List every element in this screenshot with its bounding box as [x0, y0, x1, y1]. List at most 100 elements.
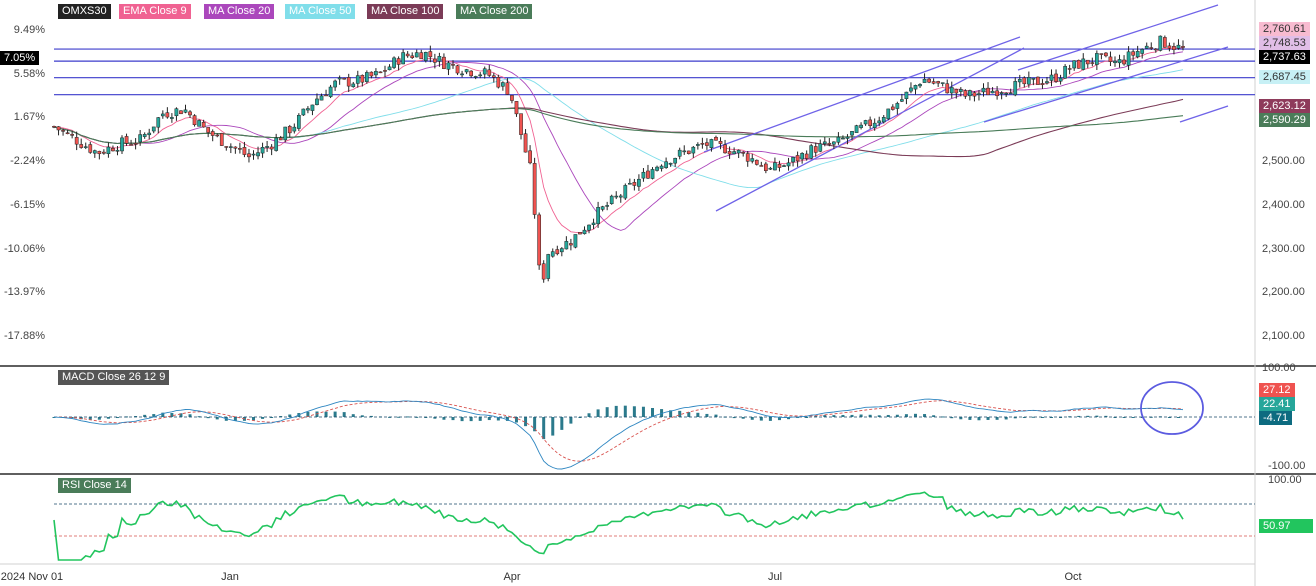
macd-histogram-bar: [714, 414, 718, 417]
right-tick-label: 2,100.00: [1262, 330, 1305, 342]
macd-histogram-bar: [351, 414, 355, 417]
macd-histogram-bar: [533, 417, 537, 432]
candle-body: [1036, 76, 1040, 85]
candle-body: [124, 136, 129, 144]
candle-body: [1149, 47, 1154, 49]
macd-histogram-bar: [632, 406, 636, 417]
candle-body: [723, 144, 727, 154]
candle-body: [877, 120, 882, 124]
candle-body: [745, 153, 750, 162]
candle-body: [301, 108, 306, 116]
macd-histogram-bar: [406, 416, 410, 418]
price-label-ema9: 2,760.61: [1259, 22, 1310, 36]
macd-histogram-bar: [360, 415, 364, 417]
candle-body: [927, 78, 931, 83]
candle-body: [147, 132, 152, 136]
candle-body: [355, 75, 360, 84]
legend-ma100[interactable]: MA Close 100: [367, 4, 444, 19]
channel-line: [1179, 105, 1229, 123]
legend-ma50[interactable]: MA Close 50: [285, 4, 356, 19]
rsi-title[interactable]: RSI Close 14: [58, 478, 131, 493]
candle-body: [1054, 73, 1058, 82]
macd-histogram-bar: [651, 408, 655, 417]
macd-histogram-bar: [487, 417, 491, 421]
candle-body: [795, 155, 800, 162]
candle-body: [981, 87, 986, 93]
candle-body: [650, 169, 655, 179]
candle-body: [1004, 92, 1009, 95]
candle-body: [219, 133, 224, 146]
candle-body: [818, 143, 823, 152]
candle-body: [464, 69, 469, 73]
candle-body: [909, 87, 913, 92]
candle-body: [333, 80, 337, 88]
candle-body: [405, 53, 410, 57]
candle-body: [813, 146, 818, 153]
candle-body: [92, 150, 97, 154]
candle-body: [396, 58, 401, 65]
macd-histogram-bar: [614, 405, 618, 417]
candle-body: [1049, 74, 1054, 81]
legend-ma20[interactable]: MA Close 20: [204, 4, 275, 19]
macd-histogram-bar: [279, 416, 283, 418]
candle-body: [206, 127, 211, 133]
candle-body: [170, 117, 174, 119]
candle-body: [174, 108, 179, 117]
candle-body: [120, 137, 124, 152]
macd-label-line: 22.41: [1259, 397, 1295, 411]
candle-body: [455, 65, 460, 74]
macd-histogram-bar: [768, 417, 772, 421]
candle-body: [709, 139, 714, 148]
macd-histogram-bar: [1176, 417, 1180, 418]
macd-title[interactable]: MACD Close 26 12 9: [58, 370, 170, 385]
legend-ma200[interactable]: MA Close 200: [456, 4, 533, 19]
macd-histogram-bar: [841, 414, 845, 417]
candle-body: [260, 147, 265, 154]
macd-histogram-bar: [587, 413, 591, 417]
macd-histogram-bar: [1095, 415, 1099, 417]
candle-body: [111, 148, 115, 152]
macd-histogram-bar: [1013, 417, 1017, 419]
candle-body: [958, 89, 963, 92]
candle-body: [1108, 56, 1113, 62]
horizontal-levels: [54, 48, 1255, 96]
macd-line: [53, 398, 1184, 470]
macd-tick-label: -100.00: [1268, 460, 1305, 472]
macd-histogram-bar: [161, 412, 165, 417]
macd-histogram-bar: [1086, 415, 1090, 417]
macd-histogram-bar: [1104, 415, 1108, 417]
macd-histogram-bar: [886, 414, 890, 417]
candle-body: [886, 108, 891, 120]
candle-body: [274, 137, 279, 151]
macd-histogram-bar: [777, 417, 781, 421]
candle-body: [383, 70, 387, 72]
legend-symbol[interactable]: OMXS30: [58, 4, 111, 19]
price-label-ma20: 2,748.53: [1259, 36, 1310, 50]
candle-body: [668, 162, 673, 165]
candle-body: [1140, 49, 1145, 54]
macd-histogram-bar: [932, 415, 936, 417]
candle-body: [736, 149, 741, 154]
macd-histogram-bar: [143, 414, 147, 417]
candle-body: [65, 132, 70, 135]
candle-body: [1144, 45, 1149, 49]
macd-histogram-bar: [542, 417, 546, 440]
candle-body: [841, 137, 845, 140]
candle-body: [1017, 79, 1022, 83]
legend-ema9[interactable]: EMA Close 9: [119, 4, 191, 19]
candle-body: [106, 146, 111, 155]
price-label-last: 2,737.63: [1259, 50, 1310, 64]
candle-body: [682, 150, 687, 153]
candle-body: [700, 143, 705, 145]
candle-body: [192, 115, 197, 126]
ma-line-5: [53, 107, 1184, 145]
macd-label-hist: -4.71: [1259, 411, 1293, 425]
macd-histogram-bar: [750, 417, 754, 420]
candle-body: [1076, 59, 1081, 69]
candle-body: [1090, 62, 1095, 64]
price-label-ma100: 2,623.12: [1259, 99, 1310, 113]
left-tick-label: -10.06%: [4, 243, 45, 255]
macd-histogram-bar: [868, 414, 872, 417]
candle-body: [591, 222, 596, 225]
